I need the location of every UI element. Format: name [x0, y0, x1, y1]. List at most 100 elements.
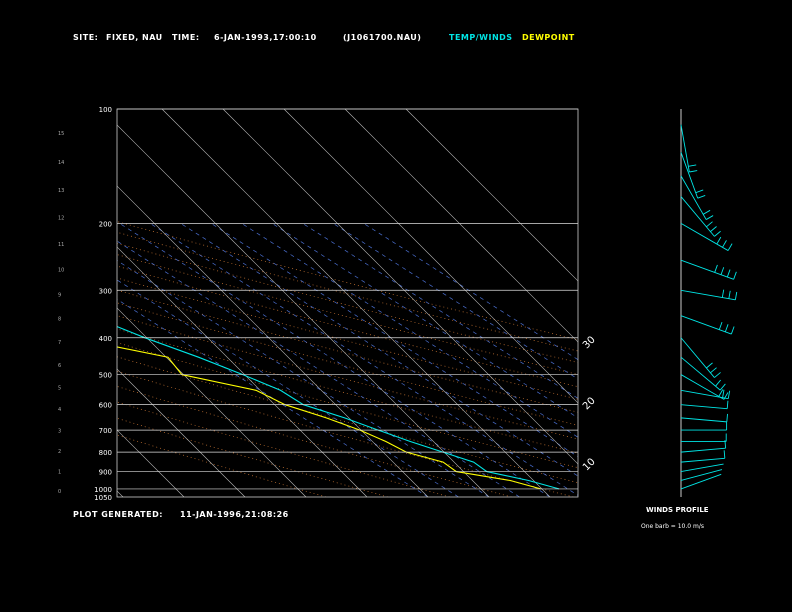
- plot-area: [0, 109, 578, 497]
- wind-barb: [680, 463, 724, 473]
- wind-barb-flag: [723, 392, 729, 400]
- wind-barb: [680, 222, 729, 251]
- wind-barb-flag: [733, 271, 737, 280]
- height-tick-label: 15: [58, 131, 64, 137]
- file-id: (J1061700.NAU): [343, 33, 422, 42]
- pressure-tick-label: 800: [99, 449, 112, 457]
- wind-barb-flag: [710, 367, 717, 374]
- wind-barb: [680, 259, 734, 280]
- wind-barb-flag: [702, 209, 711, 215]
- right-temp-label: 20: [581, 395, 598, 412]
- isotherm: [344, 109, 578, 343]
- plot-generated-label: PLOT GENERATED:: [73, 510, 163, 519]
- dry-adiabat: [117, 289, 578, 413]
- wind-barb-flag: [720, 267, 725, 275]
- dry-adiabat: [117, 302, 578, 426]
- wind-barb-flag: [724, 324, 729, 333]
- right-temp-label: 10: [581, 456, 598, 473]
- right-temp-label: 30: [581, 334, 598, 351]
- wind-barb-flag: [722, 389, 725, 398]
- wind-barb: [680, 337, 715, 378]
- wind-barb-flag: [726, 413, 728, 422]
- wind-barb-flag: [728, 290, 731, 299]
- wind-barb: [680, 473, 722, 490]
- isotherm: [117, 124, 490, 497]
- isotherm: [117, 307, 307, 497]
- dry-adiabat: [117, 370, 574, 497]
- wind-barb: [680, 175, 707, 220]
- isotherm: [222, 109, 578, 465]
- pressure-tick-label: 1000: [94, 486, 112, 494]
- isotherm: [0, 109, 62, 497]
- plot-generated-value: 11-JAN-1996,21:08:26: [180, 510, 289, 519]
- temperature-profile-line: [117, 325, 560, 490]
- pressure-tick-label: 900: [99, 469, 112, 477]
- pressure-tick-label: 200: [99, 220, 112, 228]
- height-tick-label: 1: [58, 469, 61, 475]
- wind-barb: [680, 196, 715, 237]
- isotherm: [161, 109, 551, 497]
- moist-adiabat: [180, 223, 578, 477]
- dry-adiabat: [117, 417, 388, 497]
- wind-barb-flag: [726, 400, 729, 409]
- wind-barb: [680, 447, 726, 453]
- dewpoint-profile-line: [117, 346, 541, 490]
- wind-barb-flag: [714, 264, 718, 273]
- moist-adiabat: [117, 279, 459, 497]
- legend-temp: TEMP/WINDS: [449, 33, 513, 42]
- wind-barb-flag: [695, 189, 704, 194]
- wind-barb-flag: [730, 326, 735, 335]
- pressure-tick-label: 700: [99, 427, 112, 435]
- wind-barb-flag: [715, 379, 722, 387]
- wind-barb-flag: [727, 243, 733, 251]
- wind-barb: [680, 356, 721, 391]
- wind-barb: [680, 457, 725, 463]
- height-tick-label: 8: [58, 317, 61, 323]
- dry-adiabat: [117, 356, 578, 484]
- height-tick-label: 7: [58, 340, 61, 346]
- wind-barb-flag: [723, 450, 726, 459]
- wind-barb-flag: [697, 194, 706, 199]
- height-tick-label: 2: [58, 449, 61, 455]
- isotherm: [117, 246, 368, 497]
- wind-barb-flag: [705, 215, 714, 220]
- height-tick-label: 3: [58, 428, 61, 434]
- height-tick-label: 0: [58, 489, 61, 495]
- time-value: 6-JAN-1993,17:00:10: [214, 33, 317, 42]
- wind-barb-flag: [722, 240, 727, 248]
- dry-adiabat: [117, 386, 512, 497]
- wind-barb-flag: [706, 362, 713, 369]
- wind-barb: [680, 152, 699, 199]
- wind-barb-flag: [718, 389, 724, 397]
- isotherm: [117, 429, 185, 497]
- winds-profile-title: WINDS PROFILE: [646, 506, 709, 514]
- moist-adiabat: [271, 223, 578, 419]
- isotherm: [117, 185, 429, 497]
- height-tick-label: 5: [58, 385, 61, 391]
- height-tick-label: 11: [58, 242, 64, 248]
- site-label: SITE:: [73, 33, 99, 42]
- wind-barb-flag: [706, 221, 713, 228]
- moist-adiabat: [302, 223, 578, 399]
- height-tick-label: 4: [58, 407, 61, 413]
- height-tick-label: 14: [58, 160, 64, 166]
- moist-adiabat: [241, 223, 578, 438]
- height-tick-label: 6: [58, 363, 61, 369]
- isotherm: [117, 490, 124, 497]
- wind-barb-flag: [714, 230, 721, 237]
- height-tick-label: 13: [58, 188, 64, 194]
- isotherm: [405, 109, 578, 282]
- moist-adiabat: [149, 223, 578, 496]
- wind-barb-flag: [734, 291, 738, 300]
- pressure-tick-label: 400: [99, 335, 112, 343]
- pressure-tick-label: 500: [99, 372, 112, 380]
- plot-frame: [116, 108, 579, 498]
- wind-barb: [680, 374, 725, 400]
- pressure-tick-label: 600: [99, 402, 112, 410]
- wind-barb-flag: [714, 372, 721, 378]
- wind-barb-flag: [718, 321, 723, 330]
- pressure-tick-label: 300: [99, 287, 112, 295]
- wind-barb-flag: [727, 390, 731, 399]
- height-tick-label: 10: [58, 267, 64, 273]
- wind-barb-flag: [721, 289, 725, 298]
